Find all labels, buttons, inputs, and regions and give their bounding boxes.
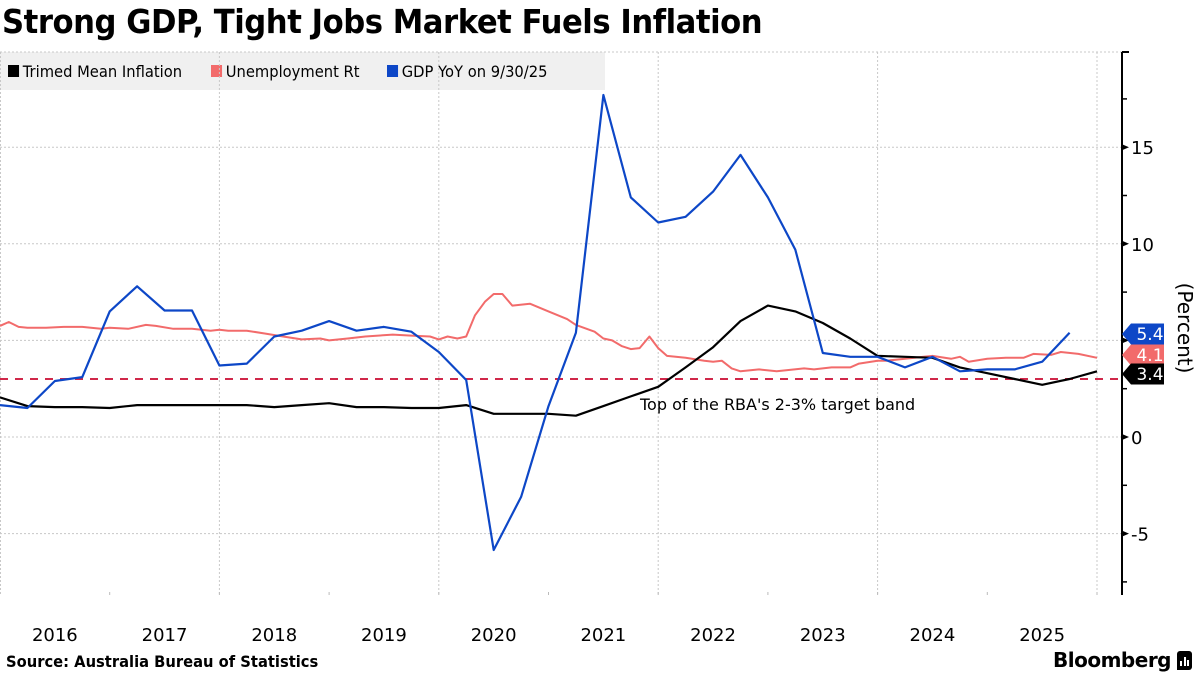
y-major-tick [1122, 337, 1129, 344]
legend-swatch-trimmed-mean [8, 65, 20, 77]
y-tick-label: 15 [1131, 138, 1154, 159]
legend-item-gdp: GDP YoY on 9/30/25 [386, 61, 548, 81]
x-tick-label: 2020 [471, 625, 517, 646]
chart-legend: Trimed Mean Inflation Unemployment Rt GD… [0, 52, 605, 90]
legend-label-trimmed-mean: Trimed Mean Inflation [22, 61, 183, 81]
x-tick-label: 2022 [690, 625, 736, 646]
x-tick-label: 2018 [251, 625, 297, 646]
legend-item-trimmed-mean: Trimed Mean Inflation [8, 62, 182, 81]
reference-line-group: Top of the RBA's 2-3% target band [0, 378, 1122, 414]
brand-name: Bloomberg [1053, 648, 1171, 672]
legend-swatch-unemployment [211, 65, 223, 77]
legend-item-unemployment: Unemployment Rt [211, 62, 360, 81]
y-major-tick [1122, 434, 1129, 440]
x-tick-label: 2024 [910, 625, 956, 646]
y-axis-title: (Percent) [1173, 283, 1197, 374]
source-note: Source: Australia Bureau of Statistics [6, 652, 319, 671]
y-tick-label: 10 [1131, 235, 1154, 256]
legend-swatch-gdp [386, 65, 398, 77]
x-tick-label: 2021 [580, 625, 626, 646]
end-label-value: 4.1 [1136, 346, 1163, 366]
end-label-tag [1122, 344, 1164, 366]
bloomberg-chart-icon [1177, 650, 1192, 670]
y-axis: -5 0 10 15 [1121, 51, 1154, 595]
end-label-value: 5.4 [1136, 325, 1163, 345]
y-major-tick [1122, 530, 1129, 537]
x-tick-label: 2019 [361, 625, 407, 646]
y-tick-label: 0 [1131, 428, 1142, 449]
chart-title: Strong GDP, Tight Jobs Market Fuels Infl… [2, 2, 763, 41]
y-major-tick [1122, 144, 1129, 151]
end-label-tag [1122, 323, 1164, 345]
series-line-trimed-mean-inflation [0, 304, 1098, 417]
grid-lines [0, 51, 1122, 595]
legend-label-gdp: GDP YoY on 9/30/25 [401, 61, 548, 81]
legend-label-unemployment: Unemployment Rt [225, 61, 360, 81]
x-tick-label: 2017 [142, 625, 188, 646]
y-tick-label: -5 [1131, 525, 1149, 546]
series-line-gdp-yoy-on-9-30-25 [0, 93, 1071, 552]
end-labels: 4.15.4 3.4 [1122, 323, 1164, 385]
x-tick-label: 2025 [1019, 625, 1065, 646]
series-lines [0, 93, 1098, 552]
end-label-tag [1122, 363, 1164, 385]
brand-logo: Bloomberg [1053, 648, 1192, 672]
end-label-value: 3.4 [1136, 365, 1163, 385]
x-tick-label: 2023 [800, 625, 846, 646]
series-line-unemployment-rt [0, 293, 1098, 373]
x-axis: 2016 2017 2018 2019 2020 2021 2022 2023 2024 2025 [32, 592, 1098, 646]
x-tick-label: 2016 [32, 625, 78, 646]
reference-line-annotation: Top of the RBA's 2-3% target band [639, 395, 915, 414]
y-major-tick [1122, 240, 1129, 247]
